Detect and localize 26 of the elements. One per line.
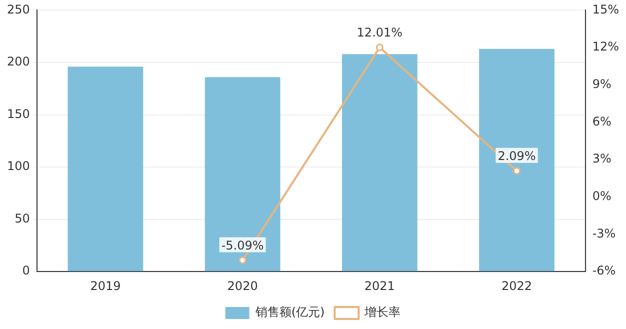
y-tick-label: 200 [7, 54, 30, 69]
y2-tick-label: 9% [592, 77, 612, 92]
x-tick-label: 2019 [90, 278, 121, 293]
y2-tick-label: 0% [592, 189, 612, 204]
data-label: -5.09% [221, 238, 264, 252]
y-tick-label: 250 [7, 2, 30, 16]
data-label: 12.01% [356, 26, 403, 40]
y2-tick-label: 3% [592, 152, 612, 166]
y2-tick-label: 15% [592, 2, 619, 16]
legend-label: 增长率 [364, 305, 401, 320]
x-tick-label: 2020 [227, 278, 258, 293]
data-label: 2.09% [498, 149, 536, 164]
y-tick-label: 0 [22, 264, 30, 278]
y2-tick-label: -3% [592, 226, 616, 240]
x-tick-label: 2021 [364, 278, 395, 293]
point [376, 44, 384, 52]
point [238, 256, 246, 264]
y-tick-label: 150 [7, 106, 30, 121]
legend-label: 销售额(亿元) [254, 305, 325, 320]
y-tick-label: 50 [14, 211, 30, 226]
x-tick-label: 2022 [502, 278, 532, 293]
y2-tick-label: 6% [592, 114, 612, 128]
y-tick-label: 100 [7, 159, 30, 174]
point [513, 167, 521, 175]
y2-tick-label: -6% [592, 264, 616, 278]
y2-tick-label: 12% [592, 40, 619, 54]
